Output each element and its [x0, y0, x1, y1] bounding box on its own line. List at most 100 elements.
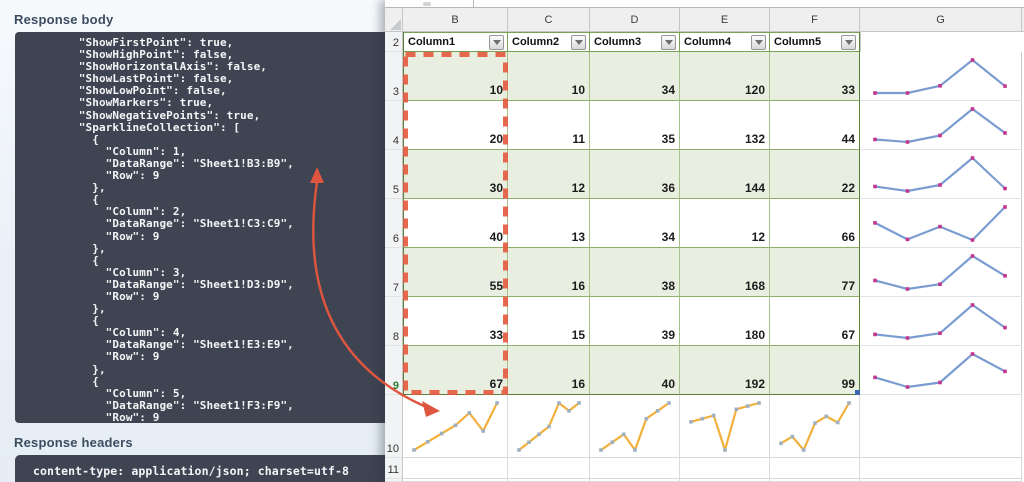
- filter-dropdown-button[interactable]: [571, 34, 586, 50]
- row-header-9[interactable]: 9: [385, 346, 403, 395]
- cell-G9[interactable]: [860, 346, 1022, 395]
- column-header-E[interactable]: E: [680, 8, 770, 31]
- chevron-down-icon: [844, 39, 853, 45]
- cell-D3[interactable]: 34: [590, 52, 680, 101]
- response-headers-label: Response headers: [14, 435, 133, 450]
- sparkline-F10: [778, 400, 851, 452]
- cell-E3[interactable]: 120: [680, 52, 770, 101]
- cell-G5[interactable]: [860, 150, 1022, 199]
- cell-C7[interactable]: 16: [508, 248, 590, 297]
- column-header-F[interactable]: F: [770, 8, 860, 31]
- table-row: 3 10 10 34 120 33: [385, 52, 1024, 101]
- cell-B4[interactable]: 20: [403, 101, 508, 150]
- row-header-4[interactable]: 4: [385, 101, 403, 150]
- filter-dropdown-button[interactable]: [841, 34, 856, 50]
- sparkline-G6: [873, 204, 1007, 242]
- filter-dropdown-button[interactable]: [661, 34, 676, 50]
- row-header-10[interactable]: 10: [385, 395, 403, 458]
- cell-B10[interactable]: [403, 395, 508, 458]
- cell-E9[interactable]: 192: [680, 346, 770, 395]
- table-column-header[interactable]: Column1: [403, 32, 508, 52]
- chevron-down-icon: [574, 39, 583, 45]
- cell-G2[interactable]: [860, 32, 861, 52]
- cell-E5[interactable]: 144: [680, 150, 770, 199]
- toolbar-fragment: [423, 2, 431, 6]
- cell-B8[interactable]: 33: [403, 297, 508, 346]
- cell-C3[interactable]: 10: [508, 52, 590, 101]
- column-header-G[interactable]: G: [860, 8, 1022, 31]
- cell-D6[interactable]: 34: [590, 199, 680, 248]
- column-header-D[interactable]: D: [590, 8, 680, 31]
- table-column-header[interactable]: Column4: [680, 32, 770, 52]
- cell-F5[interactable]: 22: [770, 150, 860, 199]
- cell-E10[interactable]: [680, 395, 770, 458]
- select-all-corner[interactable]: [385, 8, 403, 31]
- row-header-2[interactable]: 2: [385, 32, 403, 52]
- column-header-B[interactable]: B: [403, 8, 508, 31]
- cell-D8[interactable]: 39: [590, 297, 680, 346]
- cell-D11[interactable]: [590, 458, 680, 479]
- cell-B5[interactable]: 30: [403, 150, 508, 199]
- table-column-header[interactable]: Column3: [590, 32, 680, 52]
- cell-D7[interactable]: 38: [590, 248, 680, 297]
- cell-C9[interactable]: 16: [508, 346, 590, 395]
- cell-F3[interactable]: 33: [770, 52, 860, 101]
- cell-B9[interactable]: 67: [403, 346, 508, 395]
- response-body-code: "ShowFirstPoint": true, "ShowHighPoint":…: [15, 32, 392, 423]
- table-row: 8 33 15 39 180 67: [385, 297, 1024, 346]
- cell-C8[interactable]: 15: [508, 297, 590, 346]
- table-column-header-label: Column1: [408, 36, 456, 48]
- chevron-down-icon: [664, 39, 673, 45]
- cell-E8[interactable]: 180: [680, 297, 770, 346]
- cell-F4[interactable]: 44: [770, 101, 860, 150]
- cell-C6[interactable]: 13: [508, 199, 590, 248]
- cell-F10[interactable]: [770, 395, 860, 458]
- cell-B6[interactable]: 40: [403, 199, 508, 248]
- cell-D9[interactable]: 40: [590, 346, 680, 395]
- cell-G11[interactable]: [860, 458, 1022, 479]
- cell-E7[interactable]: 168: [680, 248, 770, 297]
- response-headers-code: content-type: application/json; charset=…: [15, 455, 392, 482]
- sparkline-G3: [873, 57, 1007, 95]
- cell-B11[interactable]: [403, 458, 508, 479]
- cell-G3[interactable]: [860, 52, 1022, 101]
- cell-F7[interactable]: 77: [770, 248, 860, 297]
- filter-dropdown-button[interactable]: [751, 34, 766, 50]
- cell-D4[interactable]: 35: [590, 101, 680, 150]
- sparkline-C10: [516, 400, 581, 452]
- cell-C10[interactable]: [508, 395, 590, 458]
- cell-G8[interactable]: [860, 297, 1022, 346]
- table-resize-handle[interactable]: [855, 390, 860, 395]
- cell-D10[interactable]: [590, 395, 680, 458]
- cell-G10[interactable]: [860, 395, 1022, 458]
- row-header-3[interactable]: 3: [385, 52, 403, 101]
- cell-G6[interactable]: [860, 199, 1022, 248]
- cell-C11[interactable]: [508, 458, 590, 479]
- row-header-8[interactable]: 8: [385, 297, 403, 346]
- column-header-C[interactable]: C: [508, 8, 590, 31]
- cell-C5[interactable]: 12: [508, 150, 590, 199]
- row-header-7[interactable]: 7: [385, 248, 403, 297]
- response-body-label: Response body: [14, 12, 114, 27]
- cell-F11[interactable]: [770, 458, 860, 479]
- cell-F9[interactable]: 99: [770, 346, 860, 395]
- table-column-header[interactable]: Column2: [508, 32, 590, 52]
- cell-E11[interactable]: [680, 458, 770, 479]
- cell-D5[interactable]: 36: [590, 150, 680, 199]
- cell-B7[interactable]: 55: [403, 248, 508, 297]
- filter-dropdown-button[interactable]: [489, 34, 504, 50]
- sparkline-G9: [873, 351, 1007, 389]
- cell-G4[interactable]: [860, 101, 1022, 150]
- cell-E6[interactable]: 12: [680, 199, 770, 248]
- cell-C4[interactable]: 11: [508, 101, 590, 150]
- row-header-5[interactable]: 5: [385, 150, 403, 199]
- cell-E4[interactable]: 132: [680, 101, 770, 150]
- row-header-11[interactable]: 11: [385, 458, 403, 479]
- cell-F6[interactable]: 66: [770, 199, 860, 248]
- cell-F8[interactable]: 67: [770, 297, 860, 346]
- table-header-row: 2 Column1 Column2 Column3 Column4 Column5: [385, 32, 1024, 52]
- cell-B3[interactable]: 10: [403, 52, 508, 101]
- table-column-header[interactable]: Column5: [770, 32, 860, 52]
- cell-G7[interactable]: [860, 248, 1022, 297]
- row-header-6[interactable]: 6: [385, 199, 403, 248]
